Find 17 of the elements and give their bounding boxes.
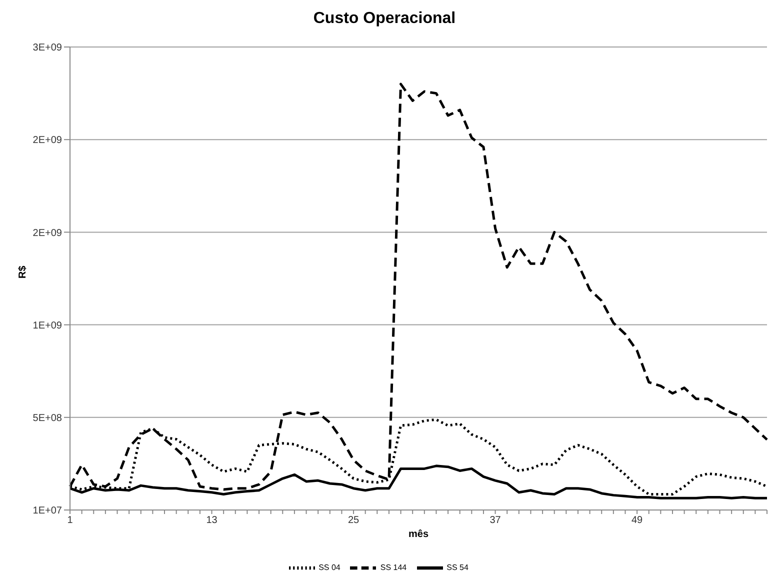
y-tick-label: 2E+09: [32, 228, 62, 239]
x-tick-label: 37: [490, 515, 502, 526]
chart-title: Custo Operacional: [312, 10, 457, 28]
y-tick-label: 1E+07: [32, 506, 62, 517]
legend-label: SS 54: [446, 563, 468, 572]
x-tick-label: 49: [631, 515, 644, 526]
y-tick-label: 1E+09: [32, 320, 62, 332]
x-tick-label: 13: [206, 515, 218, 526]
legend-label: SS 144: [380, 563, 407, 572]
x-tick-label: 1: [67, 515, 74, 526]
y-tick-label: 2E+09: [32, 135, 62, 146]
x-tick-label: 25: [348, 515, 360, 526]
legend-label: SS 04: [318, 563, 340, 572]
y-axis-title: R$: [18, 265, 29, 278]
x-axis-title: mês: [408, 529, 429, 540]
y-tick-label: 3E+09: [32, 42, 62, 54]
y-tick-label: 5E+08: [32, 412, 62, 424]
